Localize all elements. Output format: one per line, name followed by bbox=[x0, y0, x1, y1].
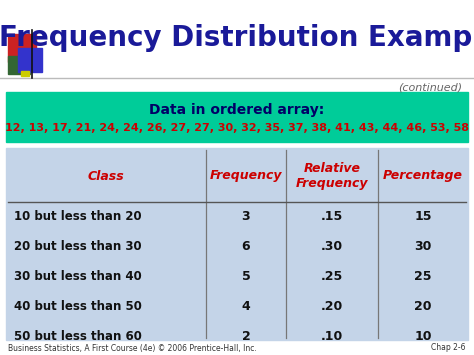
Text: 30: 30 bbox=[414, 240, 432, 253]
Text: 20: 20 bbox=[414, 300, 432, 313]
Text: .15: .15 bbox=[321, 211, 343, 224]
Text: 12, 13, 17, 21, 24, 24, 26, 27, 27, 30, 32, 35, 37, 38, 41, 43, 44, 46, 53, 58: 12, 13, 17, 21, 24, 24, 26, 27, 27, 30, … bbox=[5, 123, 469, 133]
Bar bbox=[6, 92, 468, 142]
Text: 5: 5 bbox=[242, 271, 250, 284]
Bar bbox=[21, 71, 29, 76]
Text: 6: 6 bbox=[242, 240, 250, 253]
Text: Frequency: Frequency bbox=[210, 169, 282, 182]
Text: 20 but less than 30: 20 but less than 30 bbox=[14, 240, 142, 253]
Bar bbox=[8, 56, 30, 74]
Text: Business Statistics, A First Course (4e) © 2006 Prentice-Hall, Inc.: Business Statistics, A First Course (4e)… bbox=[8, 344, 257, 353]
Text: Chap 2-6: Chap 2-6 bbox=[431, 344, 466, 353]
Text: .10: .10 bbox=[321, 331, 343, 344]
Text: 25: 25 bbox=[414, 271, 432, 284]
Text: 2: 2 bbox=[242, 331, 250, 344]
Text: 15: 15 bbox=[414, 211, 432, 224]
Text: 30 but less than 40: 30 but less than 40 bbox=[14, 271, 142, 284]
Text: Frequency Distribution Example: Frequency Distribution Example bbox=[0, 24, 474, 52]
Text: 4: 4 bbox=[242, 300, 250, 313]
Text: 3: 3 bbox=[242, 211, 250, 224]
Text: .25: .25 bbox=[321, 271, 343, 284]
Text: Percentage: Percentage bbox=[383, 169, 463, 182]
Text: Class: Class bbox=[88, 169, 124, 182]
Text: 50 but less than 60: 50 but less than 60 bbox=[14, 331, 142, 344]
Text: .20: .20 bbox=[321, 300, 343, 313]
Bar bbox=[8, 34, 36, 62]
Text: Relative
Frequency: Relative Frequency bbox=[296, 162, 368, 191]
Text: (continued): (continued) bbox=[398, 83, 462, 93]
Bar bbox=[18, 48, 42, 72]
Text: 10: 10 bbox=[414, 331, 432, 344]
Bar bbox=[6, 148, 468, 340]
Text: 40 but less than 50: 40 but less than 50 bbox=[14, 300, 142, 313]
Text: 10 but less than 20: 10 but less than 20 bbox=[14, 211, 142, 224]
Text: .30: .30 bbox=[321, 240, 343, 253]
Text: Data in ordered array:: Data in ordered array: bbox=[149, 103, 325, 117]
